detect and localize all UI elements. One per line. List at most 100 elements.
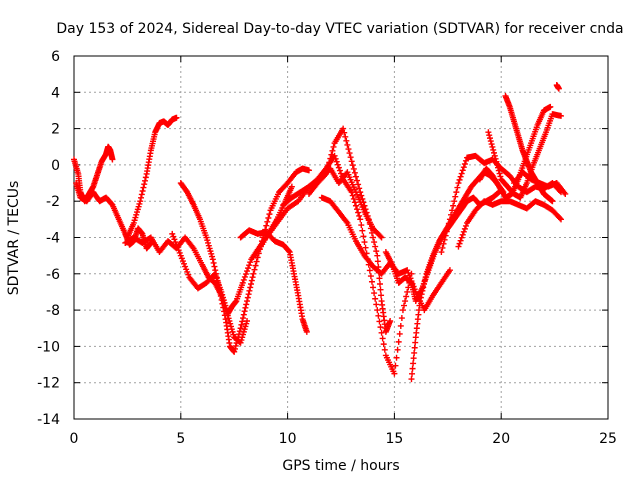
data-point-interp	[354, 177, 361, 184]
data-point-interp	[139, 187, 146, 194]
data-point	[209, 256, 216, 263]
data-point-interp	[206, 245, 213, 252]
data-point-interp	[342, 133, 349, 140]
y-tick-label: 0	[51, 158, 60, 174]
data-point-interp	[142, 177, 149, 184]
data-point	[357, 216, 364, 223]
x-tick-label: 5	[176, 431, 185, 447]
data-point	[130, 219, 137, 226]
data-point-interp	[236, 328, 243, 335]
data-point-interp	[488, 141, 495, 148]
data-point-interp	[360, 199, 367, 206]
data-point-interp	[226, 317, 233, 324]
data-point-interp	[241, 308, 248, 315]
data-point	[558, 112, 565, 119]
data-point-interp	[329, 147, 336, 154]
data-point-interp	[358, 222, 365, 229]
data-point-interp	[138, 191, 145, 198]
data-point-interp	[417, 294, 424, 301]
series-track-7	[237, 227, 310, 335]
y-axis-label: SDTVAR / TECUs	[6, 181, 22, 296]
data-point-interp	[285, 248, 292, 255]
data-point-interp	[366, 267, 373, 274]
data-point-interp	[221, 308, 228, 315]
data-point-interp	[233, 339, 240, 346]
data-point-interp	[230, 331, 237, 338]
x-tick-label: 0	[70, 431, 79, 447]
series-track-17	[485, 111, 565, 201]
data-point	[203, 234, 210, 241]
data-point-interp	[494, 164, 501, 171]
data-point-interp	[360, 233, 367, 240]
data-point	[340, 125, 347, 132]
data-point-interp	[244, 294, 251, 301]
data-point-interp	[207, 248, 214, 255]
data-point-interp	[184, 268, 191, 275]
data-point-interp	[170, 233, 177, 240]
data-point-interp	[411, 344, 418, 351]
data-point	[303, 328, 310, 335]
data-point-interp	[492, 155, 499, 162]
data-point-interp	[409, 365, 416, 372]
data-point-interp	[214, 278, 221, 285]
data-point-interp	[248, 277, 255, 284]
data-point-interp	[462, 157, 469, 164]
data-point-interp	[412, 339, 419, 346]
data-point-interp	[321, 172, 328, 179]
data-point-interp	[173, 241, 180, 248]
data-point-interp	[213, 270, 220, 277]
data-point-interp	[232, 342, 239, 349]
data-point-interp	[356, 212, 363, 219]
data-point-interp	[241, 273, 248, 280]
data-point-interp	[461, 160, 468, 167]
data-point-interp	[462, 222, 469, 229]
data-point-interp	[402, 298, 409, 305]
data-point-interp	[350, 165, 357, 172]
data-point-interp	[236, 331, 243, 338]
data-point-interp	[419, 287, 426, 294]
data-point	[446, 216, 453, 223]
x-tick-label: 10	[279, 431, 297, 447]
data-point-interp	[253, 258, 260, 265]
data-point	[374, 252, 381, 259]
data-point-interp	[245, 265, 252, 272]
data-point	[404, 267, 411, 274]
series-track-19	[511, 169, 569, 197]
data-point-interp	[448, 211, 455, 218]
series-track-15	[455, 198, 565, 250]
data-point-interp	[183, 266, 190, 273]
data-point	[365, 216, 372, 223]
data-point-interp	[495, 167, 502, 174]
data-point-interp	[359, 227, 366, 234]
data-point-interp	[460, 228, 467, 235]
data-point	[348, 158, 355, 165]
data-point-interp	[452, 193, 459, 200]
data-point-interp	[251, 266, 258, 273]
data-point-interp	[410, 360, 417, 367]
data-point	[558, 216, 565, 223]
data-point-interp	[338, 170, 344, 177]
y-tick-label: 6	[51, 49, 60, 65]
data-point-interp	[347, 154, 354, 161]
data-point	[455, 180, 462, 187]
data-point-interp	[324, 167, 331, 174]
data-point-interp	[460, 164, 467, 171]
data-point-interp	[336, 167, 343, 174]
data-point-interp	[497, 173, 504, 180]
data-point-interp	[493, 158, 500, 165]
y-tick-label: -6	[46, 267, 60, 283]
data-points	[71, 82, 569, 383]
data-point-interp	[246, 287, 253, 294]
data-point-interp	[352, 173, 359, 180]
data-point-interp	[449, 207, 456, 214]
data-point-interp	[377, 286, 384, 293]
data-point-interp	[393, 354, 400, 361]
data-point-interp	[440, 240, 447, 247]
data-point-interp	[376, 275, 383, 282]
data-point-interp	[339, 173, 346, 180]
data-point-interp	[373, 301, 380, 308]
data-point-interp	[370, 234, 377, 241]
data-point	[485, 129, 492, 136]
data-point-interp	[374, 258, 381, 265]
